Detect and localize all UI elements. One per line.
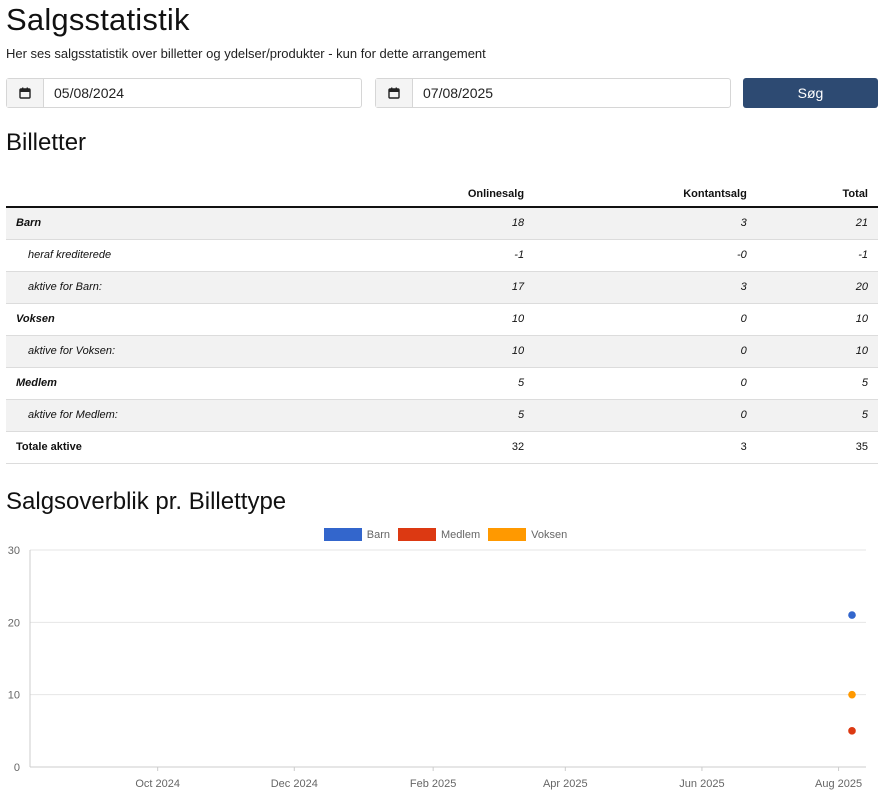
sales-chart: 0 10 20 30 Oct 2024 Dec 2024 Feb 2025 Apr 2025 J… <box>8 545 866 790</box>
table-row: aktive for Voksen: 10 0 10 <box>6 335 878 368</box>
legend-label: Barn <box>366 528 391 541</box>
column-header-cash: Kontantsalg <box>534 174 757 208</box>
cell-cash: 0 <box>534 335 757 368</box>
cell-total: 5 <box>756 399 878 432</box>
cell-total: 35 <box>756 431 878 464</box>
cell-cash: 0 <box>534 399 757 432</box>
table-row: heraf krediterede -1 -0 -1 <box>6 239 878 272</box>
cell-online: 10 <box>330 303 535 336</box>
y-tick-label: 0 <box>14 762 20 774</box>
page-title: Salgsstatistik <box>6 2 190 37</box>
legend-label: Voksen <box>531 528 568 541</box>
data-point-barn <box>848 611 856 619</box>
x-tick-label: Dec 2024 <box>271 778 318 790</box>
table-row: aktive for Medlem: 5 0 5 <box>6 399 878 432</box>
x-tick-label: Feb 2025 <box>410 778 456 790</box>
table-row: Medlem 5 0 5 <box>6 367 878 400</box>
row-label: Medlem <box>6 367 331 400</box>
from-date-group <box>6 78 362 108</box>
y-tick-label: 10 <box>8 690 20 702</box>
row-label: heraf krediterede <box>6 239 331 272</box>
cell-online: 5 <box>330 399 535 432</box>
table-header-row: Onlinesalg Kontantsalg Total <box>6 174 878 208</box>
x-tick-label: Oct 2024 <box>135 778 180 790</box>
cell-online: 10 <box>330 335 535 368</box>
x-tick-label: Jun 2025 <box>679 778 724 790</box>
cell-total: 20 <box>756 271 878 304</box>
tickets-table: Onlinesalg Kontantsalg Total Barn 18 3 2… <box>6 174 878 464</box>
y-tick-label: 20 <box>8 617 20 629</box>
column-header-total: Total <box>756 174 878 208</box>
legend-item-medlem[interactable]: Medlem <box>398 528 480 541</box>
x-tick-label: Aug 2025 <box>815 778 862 790</box>
cell-cash: 3 <box>534 431 757 464</box>
cell-cash: 3 <box>534 207 757 240</box>
table-row: Voksen 10 0 10 <box>6 303 878 336</box>
cell-cash: 0 <box>534 303 757 336</box>
page-description: Her ses salgsstatistik over billetter og… <box>6 46 486 61</box>
legend-item-voksen[interactable]: Voksen <box>488 528 567 541</box>
row-label: aktive for Medlem: <box>6 399 331 432</box>
legend-swatch <box>488 528 527 541</box>
calendar-icon-glyph <box>388 87 400 99</box>
search-button[interactable]: Søg <box>743 78 878 108</box>
cell-total: 21 <box>756 207 878 240</box>
cell-cash: 3 <box>534 271 757 304</box>
legend-swatch <box>323 528 362 541</box>
legend-label: Medlem <box>441 528 481 541</box>
calendar-icon[interactable] <box>7 79 44 107</box>
from-date-input[interactable] <box>44 79 361 107</box>
data-point-voksen <box>848 690 856 699</box>
cell-online: 17 <box>330 271 535 304</box>
cell-total: -1 <box>756 239 878 272</box>
row-label: aktive for Barn: <box>6 271 331 304</box>
cell-total: 10 <box>756 303 878 336</box>
chart-section-title: Salgsoverblik pr. Billettype <box>6 488 287 515</box>
chart-grid <box>30 549 866 768</box>
calendar-icon[interactable] <box>376 79 413 107</box>
cell-total: 5 <box>756 367 878 400</box>
chart-axes: 0 10 20 30 Oct 2024 Dec 2024 Feb 2025 Apr 2025 J… <box>8 545 862 790</box>
legend-item-barn[interactable]: Barn <box>323 528 391 541</box>
row-label: aktive for Voksen: <box>6 335 331 368</box>
row-label: Barn <box>6 207 331 240</box>
cell-cash: 0 <box>534 367 757 400</box>
cell-total: 10 <box>756 335 878 368</box>
cell-cash: -0 <box>534 239 757 272</box>
column-header-online: Onlinesalg <box>330 174 535 208</box>
row-label: Voksen <box>6 303 331 336</box>
cell-online: 32 <box>330 431 535 464</box>
row-label: Totale aktive <box>6 431 331 464</box>
table-row-total: Totale aktive 32 3 35 <box>6 431 878 464</box>
to-date-group <box>375 78 731 108</box>
x-tick-label: Apr 2025 <box>543 778 588 790</box>
data-point-medlem <box>848 727 856 735</box>
chart-legend: Barn Medlem Voksen <box>0 528 891 541</box>
chart-points <box>848 611 856 735</box>
table-row: aktive for Barn: 17 3 20 <box>6 271 878 304</box>
to-date-input[interactable] <box>413 79 730 107</box>
table-row: Barn 18 3 21 <box>6 207 878 240</box>
y-tick-label: 30 <box>8 545 20 557</box>
cell-online: 18 <box>330 207 535 240</box>
legend-swatch <box>398 528 437 541</box>
tickets-section-title: Billetter <box>6 129 87 156</box>
cell-online: -1 <box>330 239 535 272</box>
calendar-icon-glyph <box>19 87 31 99</box>
column-header-label <box>6 174 331 208</box>
cell-online: 5 <box>330 367 535 400</box>
